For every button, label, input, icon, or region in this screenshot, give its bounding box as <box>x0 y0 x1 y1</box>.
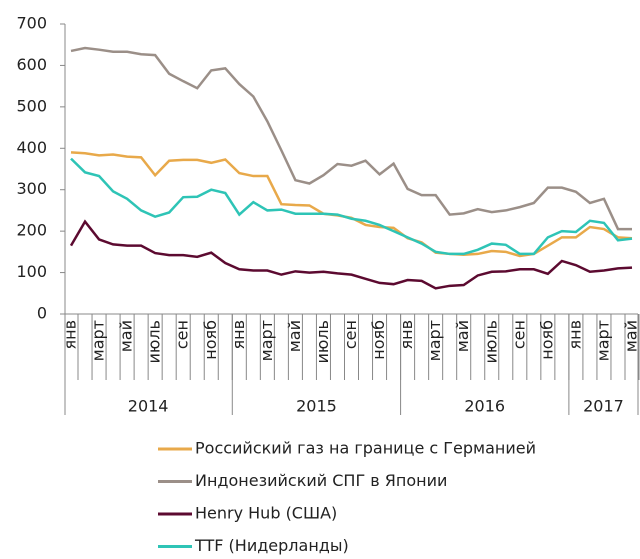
x-tick-label: янв <box>397 320 416 350</box>
y-tick-label: 500 <box>16 96 47 115</box>
x-tick-label: май <box>117 320 136 352</box>
x-group-label: 2017 <box>583 397 624 416</box>
x-tick-label: май <box>622 320 640 352</box>
x-tick-label: сен <box>173 320 192 349</box>
y-tick-label: 700 <box>16 14 47 33</box>
legend-label: Индонезийский СПГ в Японии <box>195 471 447 490</box>
x-tick-label: май <box>285 320 304 352</box>
x-group-label: 2015 <box>296 397 337 416</box>
series-line <box>71 152 632 256</box>
x-tick-label: нояб <box>537 320 556 360</box>
x-group-label: 2016 <box>464 397 505 416</box>
x-tick-label: март <box>593 320 612 361</box>
series-line <box>71 222 632 289</box>
y-tick-label: 300 <box>16 179 47 198</box>
x-tick-label: июль <box>313 320 332 364</box>
x-tick-label: июль <box>145 320 164 364</box>
legend-label: Российский газ на границе с Германией <box>195 439 536 458</box>
legend-label: Henry Hub (США) <box>195 504 337 523</box>
series-line <box>71 159 632 254</box>
x-tick-label: янв <box>229 320 248 350</box>
x-tick-label: янв <box>565 320 584 350</box>
x-tick-label: сен <box>341 320 360 349</box>
y-tick-label: 600 <box>16 55 47 74</box>
y-tick-label: 100 <box>16 262 47 281</box>
x-tick-label: сен <box>509 320 528 349</box>
y-tick-label: 200 <box>16 221 47 240</box>
x-tick-label: янв <box>61 320 80 350</box>
x-tick-label: нояб <box>369 320 388 360</box>
y-tick-label: 400 <box>16 138 47 157</box>
x-tick-label: май <box>453 320 472 352</box>
legend-label: TTF (Нидерланды) <box>194 536 349 555</box>
series-line <box>71 48 632 229</box>
y-tick-label: 0 <box>37 304 47 323</box>
x-tick-label: март <box>257 320 276 361</box>
x-tick-label: нояб <box>201 320 220 360</box>
x-tick-label: март <box>425 320 444 361</box>
x-tick-label: март <box>89 320 108 361</box>
x-tick-label: июль <box>481 320 500 364</box>
x-group-label: 2014 <box>128 397 169 416</box>
